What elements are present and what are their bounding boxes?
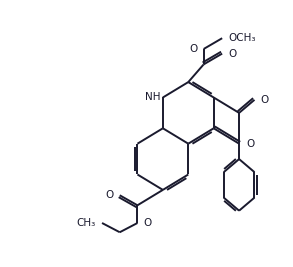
Text: O: O [105, 190, 114, 200]
Text: O: O [144, 218, 152, 228]
Text: NH: NH [145, 92, 161, 103]
Text: O: O [247, 139, 255, 149]
Text: OCH₃: OCH₃ [228, 33, 256, 43]
Text: O: O [228, 49, 236, 58]
Text: O: O [189, 44, 197, 54]
Text: CH₃: CH₃ [77, 218, 96, 228]
Text: O: O [261, 95, 269, 105]
